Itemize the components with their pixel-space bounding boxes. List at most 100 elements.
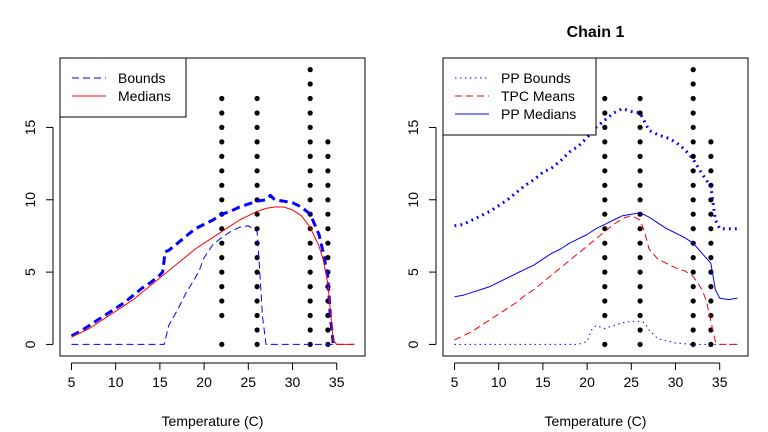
x-tick-label: 25 xyxy=(241,374,257,390)
x-tick-label: 5 xyxy=(68,374,76,390)
scatter-points xyxy=(602,67,714,347)
data-point xyxy=(637,182,643,188)
data-point xyxy=(325,226,331,232)
y-tick-label: 5 xyxy=(22,268,38,276)
data-point xyxy=(637,312,643,319)
data-point xyxy=(637,226,643,232)
series-line-tpc-means xyxy=(454,215,738,345)
data-point xyxy=(307,124,313,130)
y-axis: 0 5 10 15 xyxy=(22,119,54,348)
x-tick-label: 35 xyxy=(712,374,728,390)
data-point xyxy=(690,110,696,116)
data-point xyxy=(690,168,696,174)
data-point xyxy=(637,269,643,275)
data-point xyxy=(254,139,260,145)
data-point xyxy=(708,312,714,319)
data-point xyxy=(254,110,260,116)
data-point xyxy=(637,139,643,145)
legend-box xyxy=(59,57,187,118)
series-line-band-1 xyxy=(454,320,738,345)
data-point xyxy=(602,298,608,304)
data-point xyxy=(690,284,696,290)
data-point xyxy=(254,284,260,290)
data-point xyxy=(254,327,260,333)
data-point xyxy=(708,341,714,347)
data-point xyxy=(602,139,608,145)
y-tick-label: 15 xyxy=(405,119,421,135)
data-point xyxy=(708,211,714,217)
legend-label: Medians xyxy=(118,88,171,104)
data-point xyxy=(307,139,313,145)
legend-label: Bounds xyxy=(118,70,165,86)
data-point xyxy=(690,81,696,87)
data-point xyxy=(708,284,714,290)
chart-panel-2: 5 10 15 20 25 30 35 0 5 10 15 Temperature (C) Chain … xyxy=(405,24,749,429)
data-point xyxy=(219,269,225,275)
data-point xyxy=(690,95,696,102)
data-point xyxy=(637,284,643,290)
data-point xyxy=(637,197,643,203)
data-point xyxy=(254,153,260,159)
data-point xyxy=(307,240,313,246)
y-tick-label: 0 xyxy=(22,340,38,348)
data-point xyxy=(637,341,643,347)
data-point xyxy=(690,341,696,347)
x-axis-label: Temperature (C) xyxy=(162,413,264,429)
data-point xyxy=(602,153,608,159)
chart-title: Chain 1 xyxy=(567,24,625,41)
data-point xyxy=(602,110,608,116)
data-point xyxy=(219,298,225,304)
x-tick-label: 25 xyxy=(624,374,640,390)
data-point xyxy=(325,139,331,145)
data-point xyxy=(219,341,225,347)
data-point xyxy=(254,182,260,188)
data-point xyxy=(690,197,696,203)
data-point xyxy=(690,139,696,145)
data-point xyxy=(602,182,608,188)
data-point xyxy=(690,124,696,130)
data-point xyxy=(325,211,331,217)
data-point xyxy=(219,255,225,261)
x-tick-label: 5 xyxy=(451,374,459,390)
data-point xyxy=(690,182,696,188)
data-point xyxy=(708,168,714,174)
series-line-medians xyxy=(71,206,355,345)
x-tick-label: 35 xyxy=(329,374,345,390)
data-point xyxy=(690,312,696,319)
data-point xyxy=(602,284,608,290)
data-point xyxy=(325,327,331,333)
data-point xyxy=(637,168,643,174)
data-point xyxy=(219,284,225,290)
data-point xyxy=(254,95,260,102)
data-point xyxy=(708,298,714,304)
x-axis-label: Temperature (C) xyxy=(545,413,647,429)
data-point xyxy=(307,95,313,102)
data-point xyxy=(637,110,643,116)
data-point xyxy=(602,240,608,246)
data-point xyxy=(219,197,225,203)
data-point xyxy=(637,255,643,261)
data-point xyxy=(690,153,696,159)
data-point xyxy=(219,110,225,116)
data-point xyxy=(219,124,225,130)
data-point xyxy=(254,269,260,275)
data-point xyxy=(690,211,696,217)
y-tick-label: 0 xyxy=(405,340,421,348)
data-point xyxy=(602,124,608,130)
data-point xyxy=(307,255,313,261)
data-point xyxy=(325,240,331,246)
y-axis: 0 5 10 15 xyxy=(405,119,437,348)
y-tick-label: 5 xyxy=(405,268,421,276)
x-tick-label: 30 xyxy=(668,374,684,390)
y-tick-label: 10 xyxy=(22,192,38,208)
plot-frame xyxy=(59,57,366,357)
x-tick-label: 20 xyxy=(196,374,212,390)
data-point xyxy=(254,124,260,130)
data-point xyxy=(307,197,313,203)
data-point xyxy=(708,153,714,159)
data-point xyxy=(708,226,714,232)
data-point xyxy=(602,95,608,102)
data-point xyxy=(254,312,260,319)
data-point xyxy=(637,95,643,102)
